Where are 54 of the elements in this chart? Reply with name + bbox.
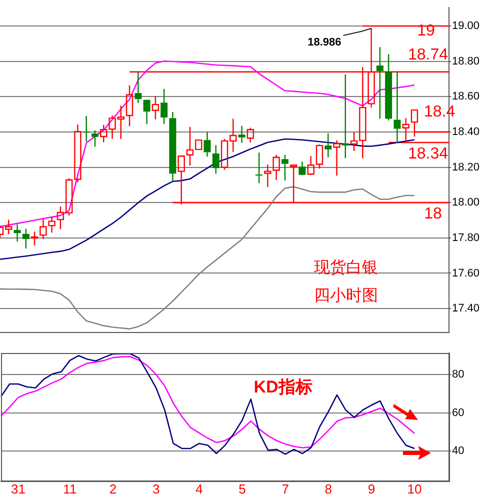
- y-tick-label: 18.00: [452, 196, 480, 209]
- y-tick-label: 80: [452, 368, 464, 380]
- y-tick-label: 18.80: [452, 55, 480, 68]
- candlestick: [160, 88, 168, 125]
- candlestick: [48, 216, 56, 234]
- x-tick-label: 7: [282, 481, 289, 496]
- y-tick-label: 17.80: [452, 232, 480, 244]
- y-tick-label: 40: [452, 445, 464, 458]
- candlestick: [394, 71, 401, 144]
- candlestick: [30, 230, 38, 246]
- annotation: 18.986: [308, 36, 342, 48]
- candlestick: [91, 130, 98, 148]
- x-tick-label: 10: [407, 481, 422, 496]
- x-tick-label: 11: [63, 481, 77, 496]
- y-tick-label: 18.60: [452, 90, 480, 103]
- annotation: 18: [424, 205, 442, 222]
- y-tick-label: 18.20: [452, 161, 480, 174]
- candlestick: [385, 54, 392, 122]
- candlestick: [324, 132, 332, 158]
- candlestick: [342, 74, 349, 159]
- x-tick-label: 3: [152, 481, 160, 496]
- x-tick-label: 4: [196, 481, 203, 496]
- annotation: 四小时图: [314, 286, 378, 304]
- candlestick: [134, 71, 142, 104]
- x-tick-label: 9: [368, 481, 376, 496]
- y-tick-label: 18.40: [452, 126, 480, 138]
- candlestick: [256, 152, 263, 184]
- x-tick-label: 5: [238, 481, 246, 496]
- y-tick-label: 17.40: [452, 302, 480, 315]
- x-tick-label: 31: [10, 481, 26, 496]
- candlestick: [333, 140, 340, 176]
- candlestick: [82, 115, 90, 142]
- candlestick: [298, 161, 306, 175]
- candlestick: [376, 46, 384, 120]
- y-tick-label: 17.60: [452, 267, 480, 280]
- candlestick: [152, 96, 160, 120]
- candlestick: [212, 144, 220, 174]
- annotation: 现货白银: [314, 258, 378, 276]
- x-tick-label: 2: [109, 481, 117, 496]
- candlestick: [40, 218, 47, 240]
- annotation: 18.74: [408, 46, 448, 64]
- candlestick: [143, 100, 150, 125]
- candlestick: [14, 224, 21, 242]
- candlestick: [22, 228, 30, 250]
- candlestick: [204, 131, 211, 158]
- candlestick: [169, 111, 176, 182]
- x-tick-label: 8: [324, 481, 332, 496]
- y-tick-label: 19.00: [452, 20, 480, 32]
- candlestick: [238, 125, 246, 144]
- candlestick: [126, 84, 134, 127]
- annotation: 18.34: [408, 145, 448, 162]
- y-tick-label: 60: [452, 406, 464, 419]
- candlestick: [281, 154, 288, 182]
- annotation: KD指标: [254, 378, 312, 397]
